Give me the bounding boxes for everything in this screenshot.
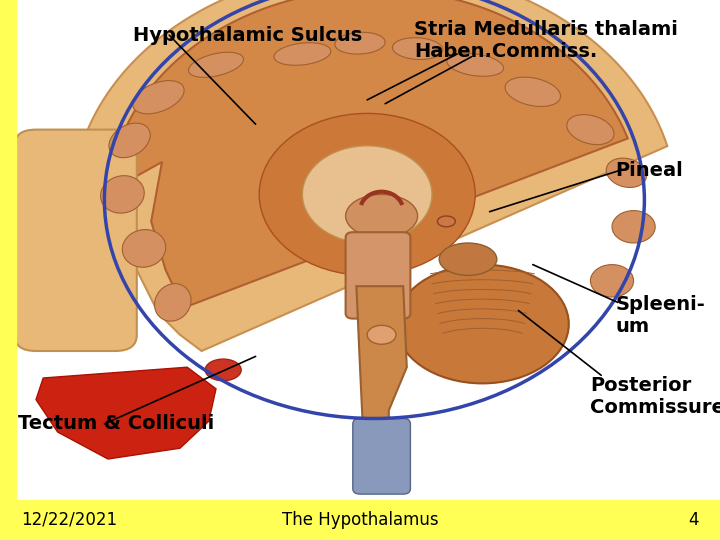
Ellipse shape bbox=[335, 32, 385, 54]
Text: 4: 4 bbox=[688, 511, 698, 529]
Ellipse shape bbox=[109, 123, 150, 158]
Ellipse shape bbox=[155, 284, 191, 321]
Ellipse shape bbox=[606, 158, 647, 187]
Bar bbox=[0, 0, 16, 540]
PathPatch shape bbox=[109, 0, 628, 308]
Text: Stria Medullaris thalami
Haben.Commiss.: Stria Medullaris thalami Haben.Commiss. bbox=[414, 20, 678, 61]
Ellipse shape bbox=[505, 77, 561, 106]
Text: Posterior
Commissure: Posterior Commissure bbox=[590, 376, 720, 417]
Text: The Hypothalamus: The Hypothalamus bbox=[282, 511, 438, 529]
PathPatch shape bbox=[36, 367, 216, 459]
Ellipse shape bbox=[439, 243, 497, 275]
Ellipse shape bbox=[101, 176, 144, 213]
Ellipse shape bbox=[302, 146, 432, 243]
Ellipse shape bbox=[122, 230, 166, 267]
Text: Tectum & Colliculi: Tectum & Colliculi bbox=[18, 414, 215, 434]
Text: Hypothalamic Sulcus: Hypothalamic Sulcus bbox=[133, 25, 362, 45]
Ellipse shape bbox=[274, 43, 331, 65]
Ellipse shape bbox=[612, 211, 655, 243]
Ellipse shape bbox=[396, 265, 569, 383]
FancyBboxPatch shape bbox=[353, 418, 410, 494]
Ellipse shape bbox=[438, 216, 455, 227]
Text: Spleeni-
um: Spleeni- um bbox=[616, 295, 706, 336]
Ellipse shape bbox=[590, 265, 634, 297]
PathPatch shape bbox=[356, 286, 407, 443]
FancyBboxPatch shape bbox=[14, 130, 137, 351]
Ellipse shape bbox=[392, 38, 443, 59]
Ellipse shape bbox=[447, 53, 503, 76]
Text: 12/22/2021: 12/22/2021 bbox=[22, 511, 118, 529]
Text: Pineal: Pineal bbox=[616, 160, 683, 180]
Ellipse shape bbox=[259, 113, 475, 275]
Ellipse shape bbox=[346, 194, 418, 238]
PathPatch shape bbox=[72, 0, 667, 351]
Ellipse shape bbox=[367, 325, 396, 345]
FancyBboxPatch shape bbox=[346, 232, 410, 319]
Ellipse shape bbox=[189, 52, 243, 77]
Ellipse shape bbox=[132, 80, 184, 114]
Bar bbox=[0, 500, 720, 540]
Ellipse shape bbox=[567, 114, 614, 145]
Ellipse shape bbox=[205, 359, 241, 381]
